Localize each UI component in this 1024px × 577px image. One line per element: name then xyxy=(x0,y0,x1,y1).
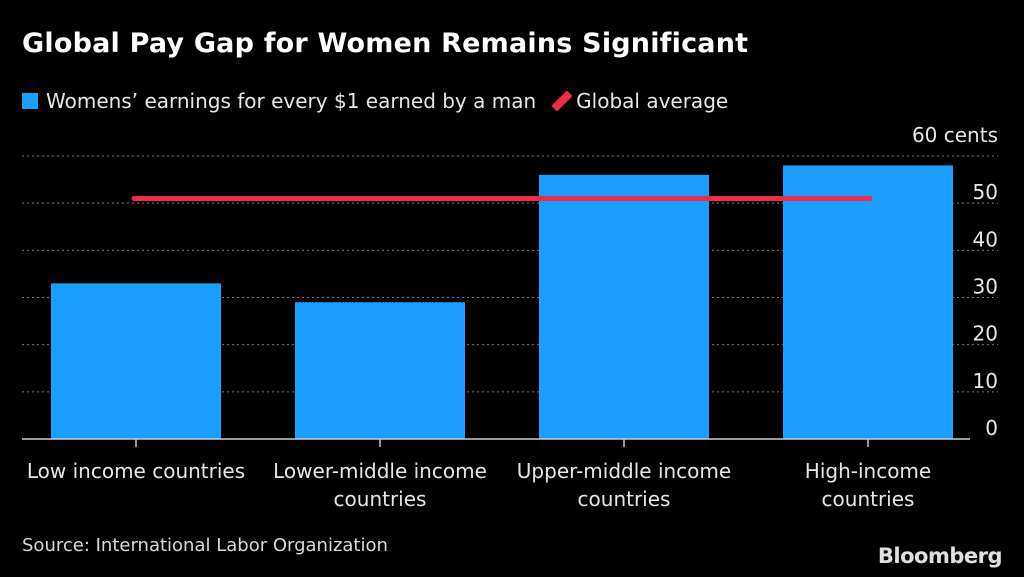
y-tick-label-20: 20 xyxy=(973,322,998,346)
y-tick-label-60: 60 cents xyxy=(912,123,998,147)
legend-item-average: Global average xyxy=(551,89,729,113)
legend-item-earnings: Womens’ earnings for every $1 earned by … xyxy=(22,89,536,113)
y-tick-label-10: 10 xyxy=(973,369,998,393)
y-tick-label-30: 30 xyxy=(973,275,998,299)
x-tick-label-0-line-0: Low income countries xyxy=(27,459,245,483)
x-tick-label-1-line-0: Lower-middle income xyxy=(273,459,487,483)
y-tick-label-50: 50 xyxy=(973,180,998,204)
x-tick-label-2-line-1: countries xyxy=(578,487,671,511)
bar-2 xyxy=(539,174,709,439)
x-tick-label-3: High-income countries xyxy=(805,459,931,511)
source-note: Source: International Labor Organization xyxy=(22,535,388,556)
legend-swatch-earnings xyxy=(22,93,38,109)
bar-1 xyxy=(295,302,465,439)
x-tick-label-3-line-1: countries xyxy=(822,487,915,511)
x-tick-label-1: Lower-middle income countries xyxy=(273,459,487,511)
x-tick-label-0: Low income countries xyxy=(27,459,245,483)
chart-title: Global Pay Gap for Women Remains Signifi… xyxy=(22,28,749,59)
x-tick-label-1-line-1: countries xyxy=(334,487,427,511)
bar-3 xyxy=(783,165,953,439)
y-tick-label-0: 0 xyxy=(985,416,998,440)
x-tick-label-2: Upper-middle income countries xyxy=(517,459,731,511)
legend-label-earnings: Womens’ earnings for every $1 earned by … xyxy=(46,89,537,113)
bar-0 xyxy=(51,283,221,439)
x-tick-label-2-line-0: Upper-middle income xyxy=(517,459,731,483)
bloomberg-logo: Bloomberg xyxy=(877,544,1003,568)
x-tick-label-3-line-0: High-income xyxy=(805,459,931,483)
y-tick-label-40: 40 xyxy=(973,227,998,251)
legend-label-average: Global average xyxy=(576,89,729,113)
legend: Womens’ earnings for every $1 earned by … xyxy=(22,86,746,116)
